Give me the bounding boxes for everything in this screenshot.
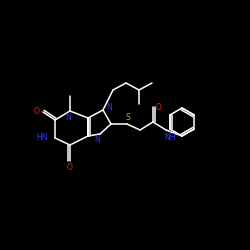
Text: O: O <box>67 162 73 172</box>
Text: O: O <box>34 108 40 116</box>
Text: NH: NH <box>164 132 176 141</box>
Text: N: N <box>65 114 71 122</box>
Text: O: O <box>156 102 162 112</box>
Text: N: N <box>94 136 100 144</box>
Text: S: S <box>126 114 130 122</box>
Text: N: N <box>106 102 112 112</box>
Text: HN: HN <box>36 134 48 142</box>
